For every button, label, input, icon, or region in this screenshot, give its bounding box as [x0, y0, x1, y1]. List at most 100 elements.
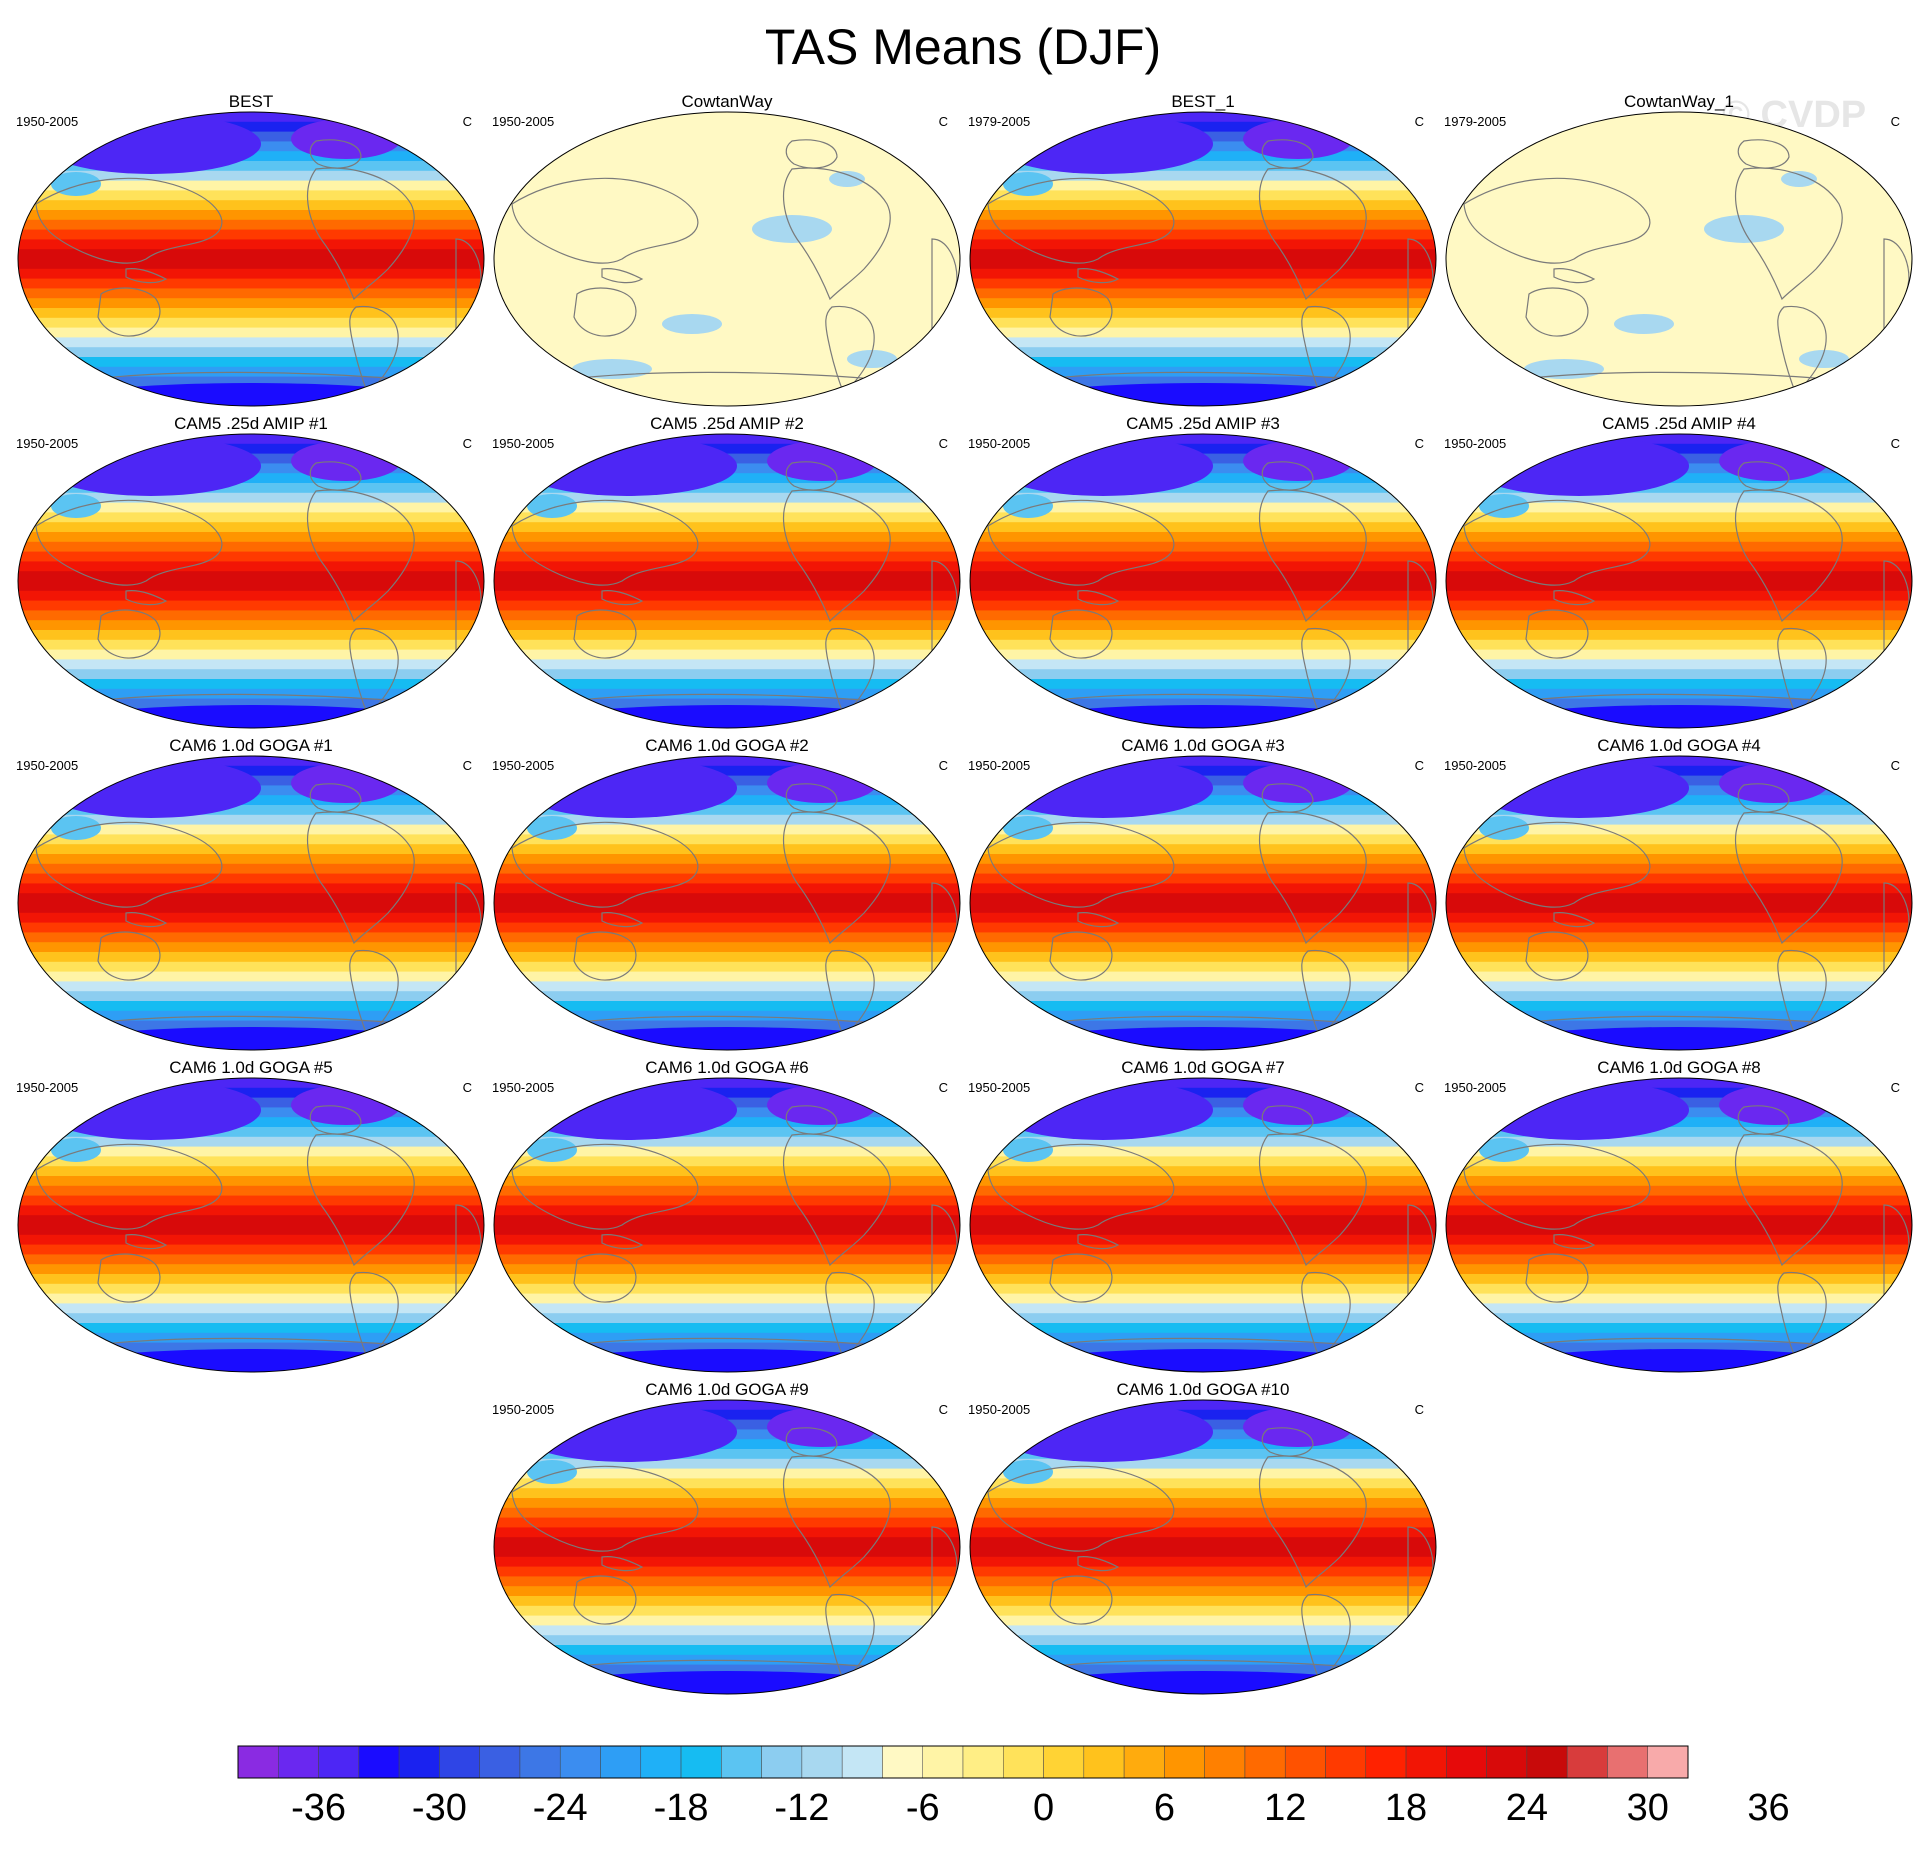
temperature-band	[494, 308, 960, 319]
temperature-band	[494, 1547, 960, 1558]
temperature-band	[970, 492, 1436, 504]
temperature-band	[18, 522, 484, 533]
temperature-band	[18, 932, 484, 944]
panel-title: CAM6 1.0d GOGA #3	[1121, 736, 1285, 755]
asia-outline	[35, 499, 223, 586]
temperature-band	[970, 698, 1436, 710]
colorbar-swatch	[1003, 1745, 1044, 1779]
temperature-band	[970, 952, 1436, 963]
map-border	[969, 111, 1437, 407]
colorbar-tick-label: 24	[1506, 1787, 1548, 1829]
panel-period: 1950-2005	[968, 1080, 1031, 1095]
temperature-band	[494, 239, 960, 251]
temperature-band	[1446, 765, 1912, 777]
panel-title: CAM6 1.0d GOGA #6	[645, 1058, 809, 1077]
robinson-map	[493, 111, 961, 407]
temperature-band	[1446, 1078, 1912, 1089]
temperature-band	[970, 1449, 1436, 1460]
temperature-band	[970, 1596, 1436, 1607]
temperature-band	[1446, 698, 1912, 710]
temperature-band	[494, 1254, 960, 1266]
temperature-band	[1446, 854, 1912, 865]
temperature-band	[494, 1507, 960, 1519]
australia-outline	[97, 1253, 161, 1303]
temperature-band	[494, 317, 960, 329]
colorbar-frame	[237, 1745, 1689, 1779]
cold-region	[517, 436, 737, 496]
temperature-band	[1446, 814, 1912, 826]
asia-outline	[987, 499, 1175, 586]
asia-outline	[987, 177, 1175, 264]
panel-unit: C	[462, 1080, 472, 1095]
temperature-band	[18, 1342, 484, 1354]
temperature-band	[1446, 317, 1912, 329]
temperature-band	[1446, 1303, 1912, 1315]
temperature-band	[970, 541, 1436, 553]
temperature-band	[18, 337, 484, 349]
temperature-band	[18, 1117, 484, 1128]
temperature-band	[1446, 1166, 1912, 1177]
temperature-band	[494, 844, 960, 855]
temperature-band	[970, 1078, 1436, 1089]
colorbar-swatch	[1365, 1745, 1407, 1779]
temperature-band	[970, 1498, 1436, 1509]
cold-region	[1489, 1349, 1869, 1372]
temperature-band	[970, 844, 1436, 855]
temperature-band	[970, 765, 1436, 777]
temperature-band	[18, 912, 484, 924]
temperature-band	[18, 952, 484, 963]
temperature-band	[1446, 756, 1912, 767]
temperature-band	[970, 873, 1436, 885]
colorbar-swatch	[1083, 1745, 1125, 1779]
colorbar-swatch	[1284, 1745, 1326, 1779]
temperature-band	[18, 541, 484, 553]
temperature-band	[970, 551, 1436, 563]
asia-outline	[35, 1143, 223, 1230]
colorbar-swatch	[1123, 1745, 1165, 1779]
temperature-band	[18, 317, 484, 329]
temperature-band	[18, 1127, 484, 1138]
temperature-band	[1446, 824, 1912, 836]
temperature-band	[970, 376, 1436, 388]
temperature-band	[970, 814, 1436, 826]
panel-period: 1950-2005	[492, 114, 555, 129]
temperature-band	[18, 278, 484, 290]
temperature-band	[1446, 1234, 1912, 1246]
robinson-map	[17, 755, 485, 1051]
temperature-band	[1446, 903, 1912, 914]
map-panel: CAM6 1.0d GOGA #6 1950-2005 C	[492, 1058, 962, 1375]
map-panel: CAM6 1.0d GOGA #3 1950-2005 C	[968, 736, 1438, 1053]
temperature-band	[1446, 952, 1912, 963]
temperature-band	[1446, 483, 1912, 494]
temperature-band	[494, 1566, 960, 1578]
temperature-band	[494, 1087, 960, 1099]
temperature-band	[494, 1244, 960, 1256]
temperature-band	[970, 610, 1436, 622]
temperature-band	[1446, 131, 1912, 143]
temperature-band	[494, 502, 960, 514]
temperature-band	[18, 669, 484, 680]
temperature-band	[494, 1468, 960, 1480]
temperature-band	[494, 249, 960, 260]
colorbar-swatch	[1244, 1745, 1286, 1779]
north-america-outline	[307, 811, 415, 945]
temperature-band	[494, 903, 960, 914]
temperature-band	[18, 249, 484, 260]
temperature-band	[18, 844, 484, 855]
temperature-band	[1446, 190, 1912, 202]
panel-title: CowtanWay	[681, 92, 773, 111]
temperature-band	[18, 1293, 484, 1305]
temperature-band	[494, 961, 960, 973]
temperature-band	[494, 1449, 960, 1460]
maritime-outline	[125, 590, 168, 606]
colorbar-tick-label: -18	[654, 1787, 709, 1829]
asia-outline	[511, 1143, 699, 1230]
australia-outline	[97, 287, 161, 337]
temperature-band	[494, 824, 960, 836]
colorbar-swatch	[801, 1745, 843, 1779]
map-panel: CAM6 1.0d GOGA #10 1950-2005 C	[968, 1380, 1438, 1697]
temperature-band	[970, 1478, 1436, 1490]
anomaly-patch	[662, 314, 722, 334]
temperature-band	[494, 659, 960, 671]
asia-outline	[987, 1465, 1175, 1552]
